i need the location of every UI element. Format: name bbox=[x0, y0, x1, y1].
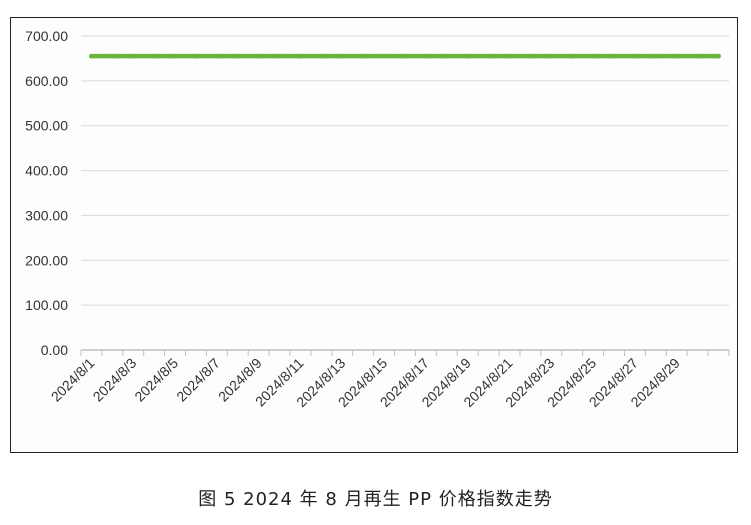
y-tick-label: 600.00 bbox=[25, 73, 68, 89]
line-chart: 0.00 100.00 200.00 300.00 400.00 500.00 600.00… bbox=[25, 28, 730, 410]
x-tick-label: 2024/8/3 bbox=[90, 355, 140, 405]
data-point bbox=[465, 53, 471, 59]
data-point bbox=[611, 53, 617, 59]
data-point bbox=[674, 53, 680, 59]
data-point bbox=[89, 53, 94, 59]
data-point bbox=[444, 53, 450, 59]
data-point bbox=[172, 53, 178, 59]
data-point bbox=[569, 53, 575, 59]
data-point bbox=[507, 53, 512, 59]
data-point bbox=[486, 53, 492, 59]
data-point bbox=[339, 53, 345, 59]
y-tick-label: 100.00 bbox=[25, 297, 68, 313]
data-point bbox=[214, 53, 220, 59]
y-tick-label: 200.00 bbox=[25, 252, 68, 268]
data-point bbox=[695, 53, 701, 59]
y-tick-label: 400.00 bbox=[25, 163, 68, 179]
data-point bbox=[277, 53, 282, 59]
data-point bbox=[298, 53, 303, 59]
data-point bbox=[548, 53, 554, 59]
data-point bbox=[632, 53, 638, 59]
y-tick-label: 0.00 bbox=[41, 342, 68, 358]
x-tick-label: 2024/8/1 bbox=[48, 355, 98, 405]
data-point bbox=[360, 53, 366, 59]
data-point bbox=[653, 53, 659, 59]
data-point bbox=[381, 53, 387, 59]
y-tick-label: 500.00 bbox=[25, 118, 68, 134]
data-point bbox=[109, 53, 115, 59]
data-point bbox=[151, 53, 157, 59]
x-tick-label: 2024/8/5 bbox=[131, 355, 181, 405]
data-point bbox=[423, 53, 429, 59]
y-tick-label: 300.00 bbox=[25, 207, 68, 223]
data-point bbox=[716, 53, 721, 59]
data-point bbox=[235, 53, 241, 59]
x-tick-label: 2024/8/7 bbox=[173, 355, 223, 405]
data-point bbox=[318, 53, 324, 59]
chart-frame: 0.00 100.00 200.00 300.00 400.00 500.00 600.00… bbox=[10, 17, 738, 453]
data-point bbox=[590, 53, 596, 59]
figure-caption: 图 5 2024 年 8 月再生 PP 价格指数走势 bbox=[198, 489, 553, 510]
data-point bbox=[402, 53, 408, 59]
data-point bbox=[193, 53, 199, 59]
data-point bbox=[256, 53, 262, 59]
data-point bbox=[130, 53, 136, 59]
y-tick-label: 700.00 bbox=[25, 28, 68, 44]
data-point bbox=[528, 53, 533, 59]
